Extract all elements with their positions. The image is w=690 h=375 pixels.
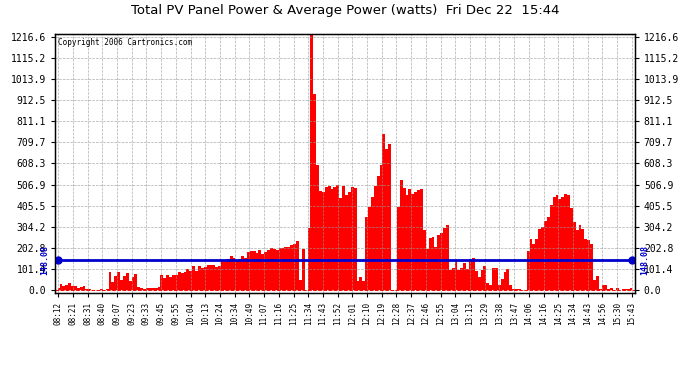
- Text: 148.08: 148.08: [640, 244, 649, 274]
- Text: 148.08: 148.08: [41, 244, 50, 274]
- Text: Total PV Panel Power & Average Power (watts)  Fri Dec 22  15:44: Total PV Panel Power & Average Power (wa…: [130, 4, 560, 17]
- Text: Copyright 2006 Cartronics.com: Copyright 2006 Cartronics.com: [58, 38, 193, 46]
